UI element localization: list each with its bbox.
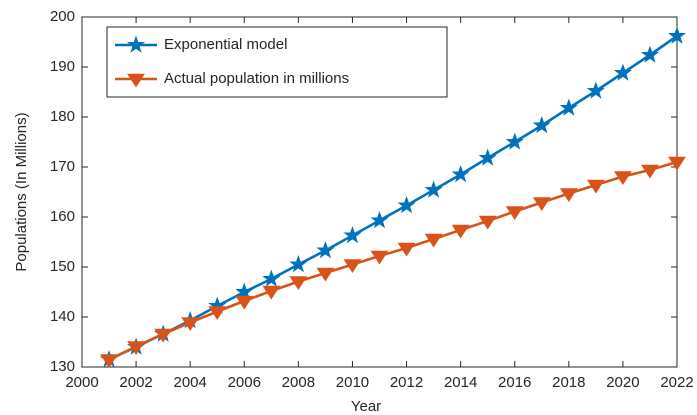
x-tick-label: 2010 — [336, 374, 369, 391]
data-point — [289, 254, 308, 273]
data-point — [640, 45, 660, 63]
y-tick-label: 190 — [50, 58, 75, 75]
data-point — [127, 341, 146, 356]
data-point — [370, 250, 389, 265]
y-axis-label: Populations (In Millions) — [13, 112, 30, 271]
x-tick-label: 2002 — [119, 374, 152, 391]
x-tick-label: 2004 — [173, 374, 206, 391]
data-point — [505, 206, 524, 221]
data-point — [289, 276, 308, 291]
data-point — [316, 240, 335, 259]
data-point — [668, 156, 686, 171]
data-point — [235, 295, 254, 310]
data-point — [424, 180, 443, 198]
legend-label: Actual population in millions — [164, 70, 349, 87]
data-point — [505, 132, 524, 150]
y-tick-label: 200 — [50, 8, 75, 25]
data-point — [559, 188, 578, 203]
data-point — [613, 63, 632, 81]
y-tick-label: 160 — [50, 208, 75, 225]
data-point — [208, 306, 227, 321]
data-point — [397, 195, 416, 214]
data-point — [316, 267, 335, 282]
data-point — [532, 115, 551, 134]
data-point — [424, 233, 443, 248]
legend-box — [106, 26, 448, 98]
legend-label: Exponential model — [164, 36, 287, 53]
x-tick-label: 2020 — [606, 374, 639, 391]
x-tick-label: 2022 — [660, 374, 693, 391]
data-point — [586, 179, 605, 194]
y-tick-label: 170 — [50, 158, 75, 175]
legend-marker — [126, 35, 146, 53]
data-point — [641, 164, 659, 179]
x-tick-label: 2008 — [282, 374, 315, 391]
data-point — [451, 164, 470, 183]
x-axis-label: Year — [351, 398, 381, 415]
y-tick-label: 130 — [50, 358, 75, 375]
series-line — [108, 34, 678, 361]
data-point — [262, 285, 281, 300]
x-tick-label: 2012 — [390, 374, 423, 391]
x-tick-label: 2016 — [498, 374, 531, 391]
data-point — [343, 225, 362, 244]
y-tick-label: 180 — [50, 108, 75, 125]
data-point — [397, 242, 416, 257]
data-point — [100, 354, 118, 369]
series-line — [108, 160, 678, 361]
x-tick-label: 2000 — [65, 374, 98, 391]
data-point — [532, 197, 551, 212]
x-tick-label: 2006 — [228, 374, 261, 391]
x-tick-label: 2018 — [552, 374, 585, 391]
legend-marker — [127, 73, 145, 88]
y-tick-label: 140 — [50, 308, 75, 325]
data-point — [478, 215, 497, 230]
data-point — [667, 26, 687, 44]
data-point — [262, 269, 281, 287]
data-point — [451, 224, 470, 239]
data-point — [586, 81, 605, 99]
x-tick-label: 2014 — [444, 374, 477, 391]
data-point — [154, 328, 173, 343]
data-point — [181, 317, 200, 332]
data-point — [343, 259, 362, 274]
data-point — [559, 98, 578, 116]
y-tick-label: 150 — [50, 258, 75, 275]
data-point — [235, 282, 254, 300]
data-point — [478, 148, 497, 166]
data-point — [613, 171, 632, 186]
data-point — [370, 210, 389, 229]
